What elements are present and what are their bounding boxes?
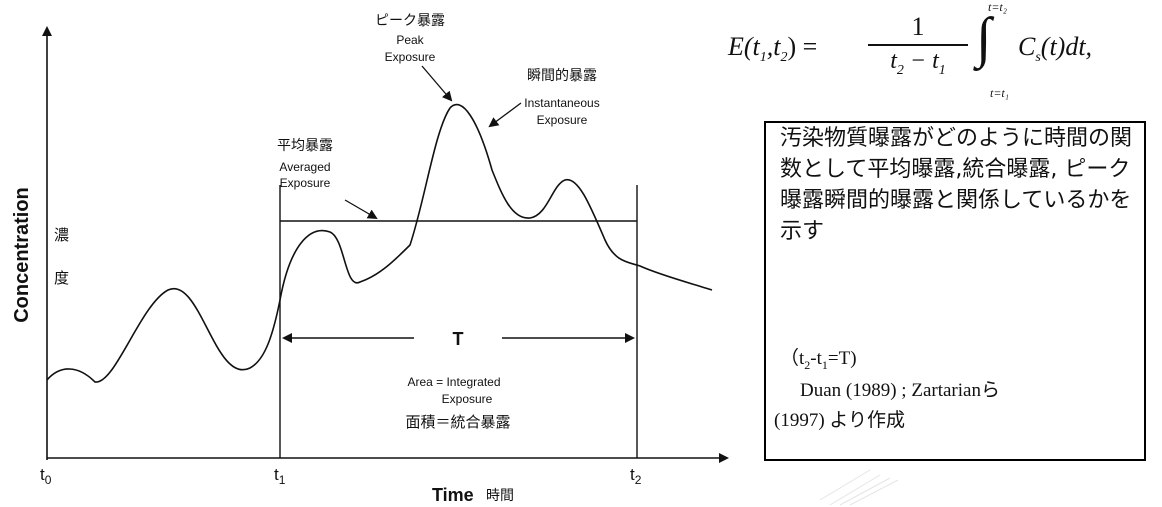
formula-numerator: 1	[911, 12, 925, 41]
caption-text: 汚染物質曝露がどのように時間の関数として平均曝露,統合曝露, ピーク曝露瞬間的曝…	[780, 126, 1133, 244]
formula-denominator: t2 − t1	[890, 48, 946, 78]
integrated-exposure-formula: E(t1,t2) = 1 t2 − t1 ∫ t=t₂ t=t₁ Cs(t)dt…	[728, 0, 1158, 106]
integral-sign: ∫	[976, 7, 992, 69]
caption-source-line-1: Duan (1989) ; Zartarianら	[800, 380, 1000, 401]
interval-t-label: T	[453, 329, 464, 349]
y-axis-label-jp-2: 度	[54, 269, 69, 287]
inst-label-en-2: Exposure	[537, 113, 588, 127]
peak-pointer-arrow	[421, 65, 453, 102]
caption-box: 汚染物質曝露がどのように時間の関数として平均曝露,統合曝露, ピーク曝露瞬間的曝…	[764, 121, 1146, 461]
caption-parameter: （t2-t1=T)	[780, 348, 857, 372]
area-label-en-2: Exposure	[442, 392, 493, 406]
formula-lhs: E(t1,t2) =	[728, 32, 818, 66]
area-label-jp: 面積＝統合暴露	[405, 413, 510, 431]
formula-upper-limit: t=t₂	[988, 0, 1007, 14]
y-axis-label-jp-1: 濃	[54, 226, 69, 244]
inst-label-en-1: Instantaneous	[524, 96, 599, 110]
formula-lower-limit: t=t₁	[990, 86, 1009, 100]
tick-t2: t2	[630, 465, 642, 487]
inst-label-jp: 瞬間的暴露	[527, 68, 597, 84]
avg-label-jp: 平均暴露	[277, 138, 333, 154]
concentration-curve	[46, 103, 713, 383]
y-axis-label: Concentration	[11, 187, 33, 323]
avg-pointer-arrow	[344, 199, 378, 220]
formula-integrand: Cs(t)dt,	[1018, 32, 1093, 66]
tick-t1: t1	[274, 465, 286, 487]
area-label-en-1: Area = Integrated	[407, 375, 500, 389]
avg-label-en-1: Averaged	[279, 160, 330, 174]
tick-t0: t0	[40, 465, 52, 487]
formula-fraction: 1 t2 − t1	[868, 12, 968, 79]
avg-label-en-2: Exposure	[280, 176, 331, 190]
peak-label-en-1: Peak	[396, 33, 424, 47]
inst-pointer-arrow	[488, 102, 522, 128]
peak-label-en-2: Exposure	[385, 50, 436, 64]
peak-label-jp: ピーク暴露	[375, 13, 445, 29]
x-axis-label: Time	[432, 485, 474, 505]
x-axis-label-jp: 時間	[486, 488, 514, 504]
caption-source-line-2: (1997) より作成	[774, 410, 906, 431]
watermark-ruler	[819, 469, 899, 506]
